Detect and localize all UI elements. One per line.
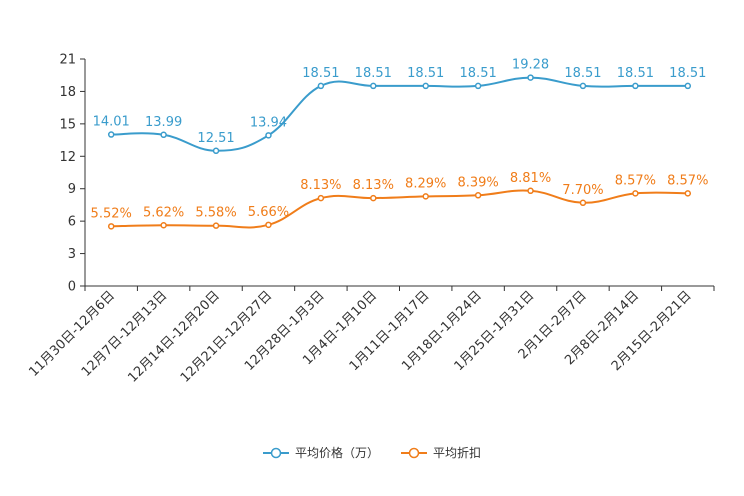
data-point — [684, 82, 692, 90]
y-tick-label: 21 — [59, 53, 76, 68]
data-point — [474, 192, 482, 199]
data-label: 8.13% — [300, 178, 341, 193]
data-point — [160, 131, 167, 139]
data-point — [422, 82, 429, 90]
legend-item-price[interactable]: 平均价格（万） — [262, 444, 379, 461]
y-tick-label: 15 — [59, 117, 76, 132]
legend-discount-line-icon — [401, 447, 427, 458]
data-point — [265, 221, 272, 229]
data-point — [474, 82, 482, 90]
data-label: 18.51 — [617, 66, 654, 81]
y-tick-label: 18 — [59, 85, 76, 100]
data-point — [212, 222, 220, 229]
x-tick-label: 12月14日-12月20日 — [125, 288, 222, 385]
y-tick-label: 3 — [68, 247, 76, 262]
series-layer — [107, 74, 692, 230]
data-point — [370, 194, 377, 202]
data-label: 18.51 — [669, 66, 706, 81]
legend-item-discount[interactable]: 平均折扣 — [401, 444, 481, 461]
y-tick-label: 6 — [68, 215, 76, 230]
data-point — [317, 194, 325, 202]
data-label: 13.99 — [145, 115, 182, 130]
y-tick-label: 12 — [59, 150, 76, 165]
data-label: 5.58% — [195, 206, 236, 221]
data-point — [212, 147, 220, 155]
data-label: 7.70% — [562, 183, 603, 198]
data-label: 8.29% — [405, 176, 446, 191]
data-point — [527, 187, 534, 195]
data-point — [684, 190, 692, 197]
data-label: 8.57% — [615, 173, 656, 188]
data-label: 18.51 — [460, 66, 497, 81]
data-label: 5.66% — [248, 205, 289, 220]
data-label: 8.81% — [510, 171, 551, 186]
data-point — [579, 82, 587, 90]
data-label: 8.57% — [667, 173, 708, 188]
data-label: 5.62% — [143, 205, 184, 220]
series-line-price — [111, 76, 688, 152]
data-label: 5.52% — [91, 206, 132, 221]
data-label: 18.51 — [355, 66, 392, 81]
data-point — [107, 131, 115, 138]
data-label: 18.51 — [564, 66, 601, 81]
data-point — [422, 193, 429, 200]
data-point — [107, 223, 115, 230]
data-point — [370, 82, 377, 90]
data-label: 14.01 — [93, 115, 130, 130]
data-point — [265, 132, 272, 139]
data-labels: 14.01 13.99 12.51 13.94 18.51 18.51 18.51 18.51… — [91, 58, 709, 222]
legend-price-label: 平均价格（万） — [294, 446, 379, 460]
data-label: 12.51 — [197, 131, 234, 146]
x-tick-label: 12月21日-12月27日 — [178, 288, 275, 385]
data-point — [579, 199, 587, 207]
data-point — [632, 190, 639, 197]
data-label: 18.51 — [302, 66, 339, 81]
data-point — [527, 74, 534, 81]
y-tick-label: 0 — [68, 280, 76, 295]
legend-discount-label: 平均折扣 — [433, 446, 482, 460]
data-label: 18.51 — [407, 66, 444, 81]
data-label: 19.28 — [512, 58, 549, 73]
data-label: 8.39% — [457, 175, 498, 190]
series-line-discount — [111, 189, 688, 229]
data-label: 8.13% — [353, 178, 394, 193]
data-label: 13.94 — [250, 115, 287, 130]
data-point — [160, 222, 167, 229]
y-tick-label: 9 — [68, 182, 76, 197]
legend: 平均价格（万） 平均折扣 — [0, 444, 744, 461]
data-point — [317, 82, 325, 90]
data-point — [632, 82, 639, 90]
x-tick-label: 11月30日-12月6日 — [26, 288, 118, 380]
legend-price-line-icon — [262, 447, 289, 458]
